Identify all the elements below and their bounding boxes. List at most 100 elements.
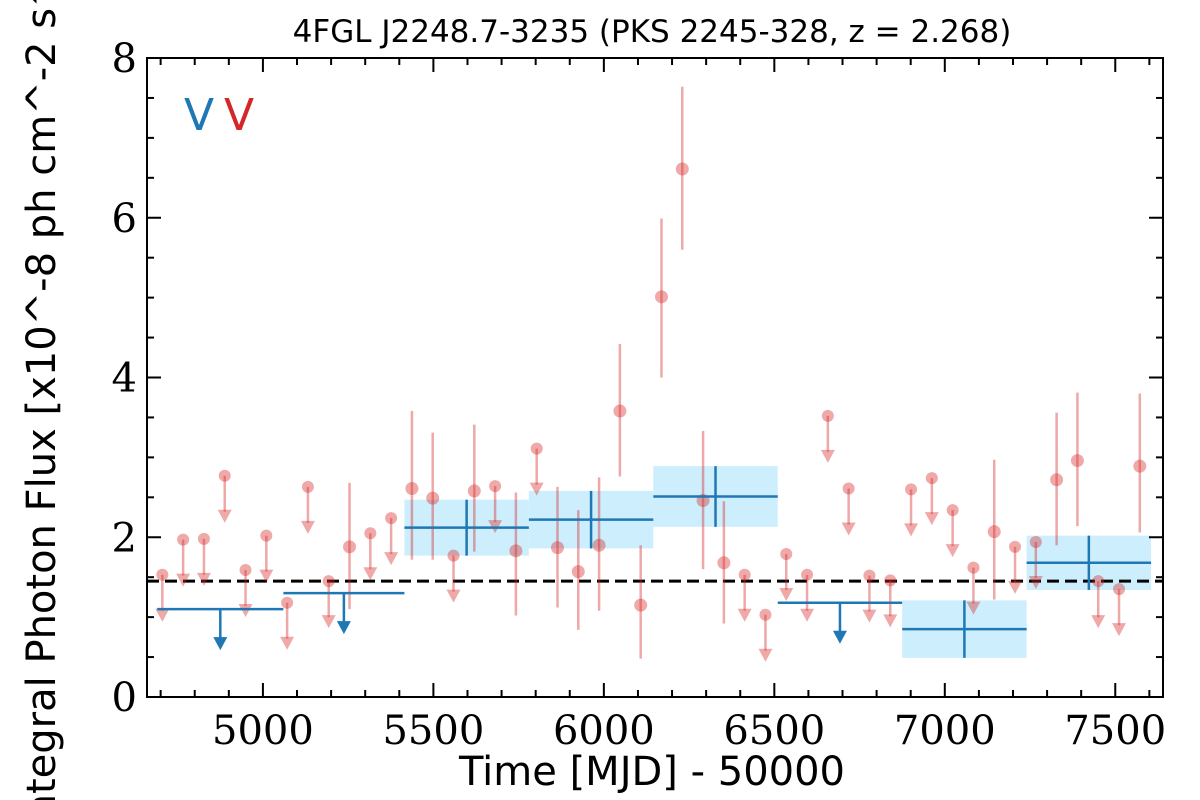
point-upper-limit-arrow: [883, 614, 898, 628]
point-upper-limit-arrow: [924, 512, 939, 526]
axis-tick-labels: 5000 5500 6000 6500 7000 7500 0 2 4 6 8: [112, 36, 1167, 754]
data-point: [509, 544, 523, 558]
point-upper-limit: [780, 548, 793, 561]
point-upper-limit: [1092, 575, 1105, 588]
x-tick-label: 6000: [553, 708, 655, 754]
legend-mark-red: V: [224, 90, 254, 141]
data-point: [592, 538, 606, 552]
point-upper-limit-arrow: [737, 608, 752, 622]
point-upper-limit: [239, 563, 252, 576]
data-point: [1050, 473, 1064, 487]
point-upper-limit: [385, 512, 398, 525]
point-upper-limit: [156, 568, 169, 581]
data-point: [1133, 459, 1147, 473]
point-upper-limit: [301, 480, 314, 493]
data-point: [343, 540, 357, 554]
point-upper-limit-arrow: [280, 636, 295, 650]
point-upper-limit-arrow: [238, 603, 253, 617]
point-upper-limit: [281, 596, 294, 609]
data-point: [405, 482, 419, 496]
x-tick-label: 6500: [723, 708, 825, 754]
point-upper-limit-arrow: [820, 449, 835, 463]
point-upper-limit-arrow: [196, 572, 211, 586]
point-upper-limit: [1009, 540, 1022, 553]
point-upper-limit: [530, 442, 543, 455]
blue-series-bins: [157, 466, 1152, 658]
y-tick-label: 6: [112, 196, 137, 242]
x-tick-label: 7000: [894, 708, 996, 754]
y-tick-label: 0: [112, 675, 137, 721]
point-upper-limit-arrow: [446, 589, 461, 603]
x-axis-label: Time [MJD] - 50000: [458, 749, 845, 795]
point-upper-limit: [260, 529, 273, 542]
data-point: [675, 162, 689, 176]
point-upper-limit: [177, 533, 190, 546]
y-tick-label: 8: [112, 36, 137, 82]
point-upper-limit-arrow: [321, 615, 336, 629]
point-upper-limit: [738, 568, 751, 581]
point-upper-limit-arrow: [758, 648, 773, 662]
point-upper-limit: [1113, 583, 1126, 596]
x-tick-label: 5500: [382, 708, 484, 754]
point-upper-limit-arrow: [945, 544, 960, 558]
data-point: [571, 565, 585, 579]
point-upper-limit: [447, 549, 460, 562]
point-upper-limit: [197, 532, 210, 545]
data-point: [426, 491, 440, 505]
point-upper-limit-arrow: [1112, 623, 1127, 637]
point-upper-limit: [364, 527, 377, 540]
data-point: [613, 404, 627, 418]
data-point: [550, 541, 564, 555]
y-tick-label: 2: [112, 515, 137, 561]
point-upper-limit: [801, 568, 814, 581]
point-upper-limit: [1029, 536, 1042, 549]
data-point: [987, 525, 1001, 539]
x-tick-label: 5000: [212, 708, 314, 754]
point-upper-limit: [821, 409, 834, 422]
point-upper-limit-arrow: [841, 522, 856, 536]
y-axis-label: Integral Photon Flux [x10^-8 ph cm^-2 s^…: [19, 0, 65, 800]
bin-upper-limit-arrow: [213, 637, 228, 651]
point-upper-limit-arrow: [904, 523, 919, 537]
point-upper-limit-arrow: [779, 588, 794, 602]
point-upper-limit-arrow: [1008, 580, 1023, 594]
data-point: [634, 598, 648, 612]
point-upper-limit-arrow: [1091, 615, 1106, 629]
point-upper-limit-arrow: [384, 552, 399, 566]
data-point: [717, 556, 731, 570]
x-tick-label: 7500: [1064, 708, 1166, 754]
point-upper-limit-arrow: [966, 601, 981, 615]
point-upper-limit-arrow: [155, 608, 170, 622]
chart-title: 4FGL J2248.7-3235 (PKS 2245-328, z = 2.2…: [293, 14, 1012, 50]
point-upper-limit-arrow: [176, 573, 191, 587]
point-upper-limit-arrow: [529, 482, 544, 496]
data-point: [467, 484, 481, 498]
point-upper-limit-arrow: [1028, 576, 1043, 590]
point-upper-limit-arrow: [259, 569, 274, 583]
point-upper-limit: [863, 569, 876, 582]
point-upper-limit: [884, 574, 897, 587]
bin-upper-limit-arrow: [336, 621, 351, 635]
point-upper-limit: [842, 482, 855, 495]
point-upper-limit: [925, 472, 938, 485]
point-upper-limit-arrow: [800, 608, 815, 622]
bin-upper-limit-arrow: [832, 630, 847, 644]
data-point: [1070, 454, 1084, 468]
data-point: [654, 290, 668, 304]
red-series-points: [155, 86, 1147, 662]
axis-ticks: [147, 57, 1163, 698]
point-upper-limit: [218, 469, 231, 482]
point-upper-limit: [905, 483, 918, 496]
point-upper-limit-arrow: [363, 567, 378, 581]
point-upper-limit: [322, 575, 335, 588]
point-upper-limit: [489, 480, 502, 493]
y-tick-label: 4: [112, 356, 137, 402]
point-upper-limit-arrow: [300, 520, 315, 534]
point-upper-limit: [967, 561, 980, 574]
point-upper-limit: [759, 608, 772, 621]
legend-mark-blue: V: [184, 90, 214, 141]
point-upper-limit: [946, 504, 959, 517]
point-upper-limit-arrow: [217, 509, 232, 523]
point-upper-limit-arrow: [862, 609, 877, 623]
